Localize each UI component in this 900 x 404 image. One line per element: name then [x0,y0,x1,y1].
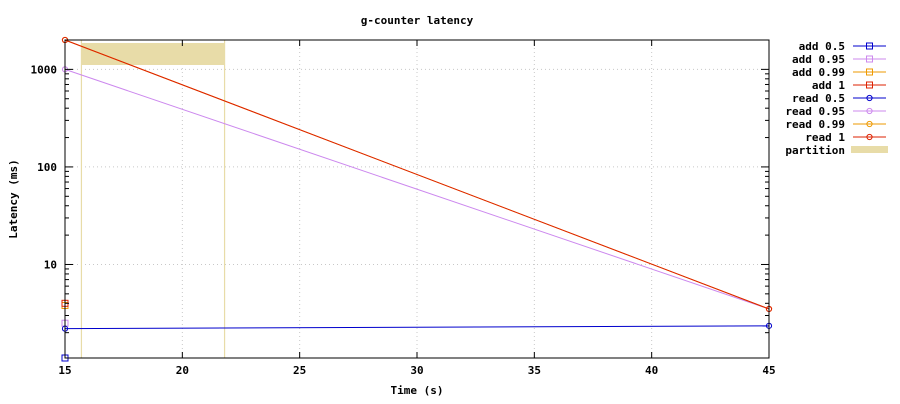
legend-marker [866,55,873,63]
grid-layer [65,40,769,358]
x-tick-label: 25 [293,364,306,377]
legend-label: add 0.5 [799,40,845,53]
legend-label: add 0.99 [792,66,845,79]
legend-marker [866,68,873,76]
legend-marker [866,42,873,50]
legend-marker [866,94,873,102]
x-tick-label: 35 [528,364,541,377]
plot-frame [64,39,770,359]
legend-label: read 0.95 [785,105,845,118]
y-tick-label: 1000 [31,63,58,76]
legend-label: add 0.95 [792,53,845,66]
chart-title: g-counter latency [361,14,474,27]
x-tick-label: 30 [410,364,423,377]
series-line [64,68,770,310]
y-tick-label: 100 [37,161,57,174]
legend-partition-swatch [851,146,888,153]
partition-layer [80,40,226,358]
legend-label: add 1 [812,79,845,92]
series-read-1 [61,36,773,313]
series-line [64,325,770,330]
x-tick-label: 20 [176,364,189,377]
series-layer [61,36,773,362]
legend-label: read 0.5 [792,92,845,105]
legend-label: partition [785,144,845,157]
x-axis-label: Time (s) [391,384,444,397]
legend-marker [866,120,873,128]
y-axis-label: Latency (ms) [7,159,20,238]
legend-marker [866,81,873,89]
x-tick-label: 15 [58,364,71,377]
series-line [64,39,770,310]
legend-label: read 1 [805,131,845,144]
tick-layer: 15 20 25 30 35 40 45 10 100 1000 [31,39,776,377]
x-tick-label: 40 [645,364,658,377]
x-tick-label: 45 [762,364,775,377]
y-tick-label: 10 [44,258,57,271]
legend-marker [866,133,873,141]
series-read-0-95 [61,66,773,313]
legend-marker [866,107,873,115]
legend-label: read 0.99 [785,118,845,131]
